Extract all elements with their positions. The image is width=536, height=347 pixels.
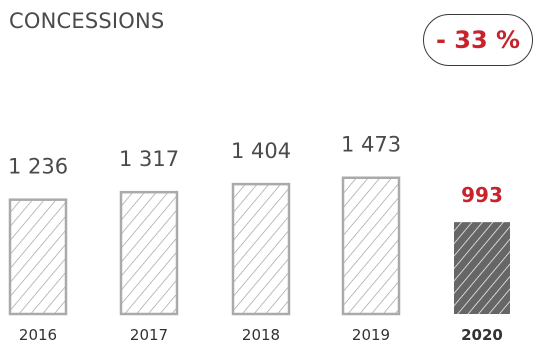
- change-badge-text: - 33 %: [435, 26, 521, 54]
- bar-2019: [341, 176, 401, 316]
- change-badge: - 33 %: [423, 14, 533, 66]
- bar-2016: [8, 198, 68, 316]
- bar-2018: [231, 182, 291, 316]
- bar-2017: [119, 190, 179, 316]
- x-tick-label-2020: 2020: [461, 326, 503, 344]
- x-tick-label-2016: 2016: [19, 326, 57, 344]
- data-label-2016: 1 236: [8, 155, 68, 179]
- chart-title: CONCESSIONS: [9, 9, 165, 33]
- x-tick-label-2018: 2018: [242, 326, 280, 344]
- data-label-2019: 1 473: [341, 133, 401, 157]
- bars-group: 1 236 2016 1 317 2017 1 404 2018 1 473 2019 993 2…: [8, 133, 510, 344]
- bar-2020: [454, 222, 510, 314]
- x-tick-label-2019: 2019: [352, 326, 390, 344]
- data-label-2020: 993: [461, 183, 503, 207]
- data-label-2017: 1 317: [119, 147, 179, 171]
- x-tick-label-2017: 2017: [130, 326, 168, 344]
- data-label-2018: 1 404: [231, 139, 291, 163]
